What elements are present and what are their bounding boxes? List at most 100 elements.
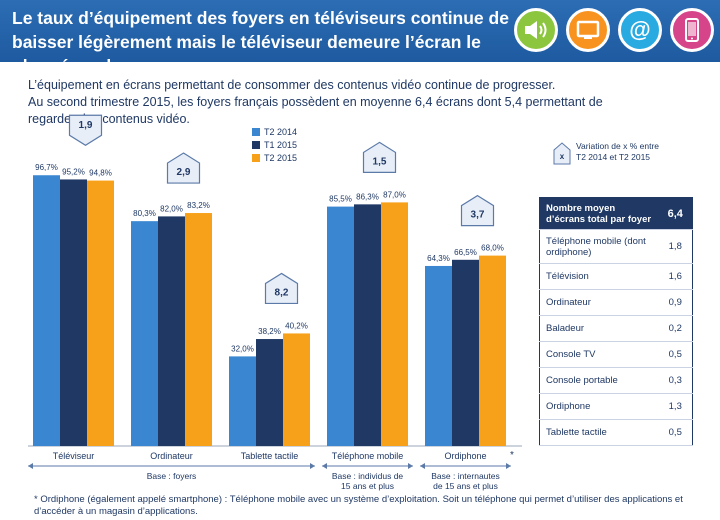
variation-arrow xyxy=(362,141,397,173)
table-row: Console portable 0,3 xyxy=(539,367,693,394)
bar-2-1 xyxy=(60,179,87,446)
intro-line-2: Au second trimestre 2015, les foyers fra… xyxy=(28,95,603,126)
table-row: Ordiphone 1,3 xyxy=(539,393,693,420)
table-row-value: 1,3 xyxy=(658,393,693,420)
table-header-value: 6,4 xyxy=(658,197,693,230)
base-bracket-arrow-left xyxy=(420,463,425,469)
table-row-label: Télévision xyxy=(539,263,659,290)
variation-legend-text: Variation de x % entre xyxy=(576,141,659,151)
bar-2-3 xyxy=(256,339,283,446)
bar-1-1 xyxy=(33,175,60,447)
intro-text: L’équipement en écrans permettant de con… xyxy=(28,77,628,128)
table-row: Télévision 1,6 xyxy=(539,263,693,290)
bar-3-4 xyxy=(381,202,408,446)
data-label: 95,2% xyxy=(62,167,85,176)
page-title: Le taux d’équipement des foyers en télév… xyxy=(12,8,509,76)
data-label: 40,2% xyxy=(285,321,308,330)
table-row-label: Tablette tactile xyxy=(539,419,659,446)
table-row-value: 0,2 xyxy=(658,315,693,342)
table-header-row: Nombre moyen d’écrans total par foyer 6,… xyxy=(539,197,693,230)
variation-value: 8,2 xyxy=(275,287,289,298)
bar-2-4 xyxy=(354,204,381,446)
table-row-label: Téléphone mobile (dont ordiphone) xyxy=(539,229,659,264)
table-row-label: Console TV xyxy=(539,341,659,368)
bar-3-1 xyxy=(87,180,114,446)
base-label: 15 ans et plus xyxy=(341,481,394,491)
bar-1-2 xyxy=(131,221,158,446)
base-label: Base : individus de xyxy=(332,471,404,481)
legend-label: T1 2015 xyxy=(264,140,297,150)
variation-legend-badge: x xyxy=(560,152,565,161)
data-label: 80,3% xyxy=(133,209,156,218)
svg-text:@: @ xyxy=(629,17,650,42)
base-bracket-arrow-left xyxy=(28,463,33,469)
table-row-value: 0,3 xyxy=(658,367,693,394)
variation-value: 2,9 xyxy=(177,167,191,178)
base-label: Base : foyers xyxy=(147,471,197,481)
bar-3-5 xyxy=(479,255,506,446)
data-label: 85,5% xyxy=(329,195,352,204)
legend-label: T2 2015 xyxy=(264,153,297,163)
data-label: 96,7% xyxy=(35,163,58,172)
variation-value: 1,5 xyxy=(373,156,387,167)
variation-value: 3,7 xyxy=(471,210,485,221)
table-row-label: Console portable xyxy=(539,367,659,394)
bar-2-2 xyxy=(158,216,185,446)
legend-swatch xyxy=(252,128,260,136)
table-row: Téléphone mobile (dont ordiphone) 1,8 xyxy=(539,229,693,264)
data-label: 38,2% xyxy=(258,327,281,336)
header-icons: @ xyxy=(514,8,714,52)
variation-arrow xyxy=(68,114,103,146)
bar-3-3 xyxy=(283,333,310,446)
base-bracket-arrow-right xyxy=(408,463,413,469)
legend-swatch xyxy=(252,154,260,162)
bar-1-3 xyxy=(229,356,256,446)
variation-value: 1,9 xyxy=(79,120,93,131)
header-banner: Le taux d’équipement des foyers en télév… xyxy=(0,0,720,76)
bar-1-5 xyxy=(425,265,452,446)
footnote: * Ordiphone (également appelé smartphone… xyxy=(34,494,683,517)
table-row: Baladeur 0,2 xyxy=(539,315,693,342)
data-label: 68,0% xyxy=(481,244,504,253)
table-row-value: 0,5 xyxy=(658,419,693,446)
screens-per-household-table: Nombre moyen d’écrans total par foyer 6,… xyxy=(539,197,693,446)
category-asterisk: * xyxy=(510,450,514,461)
table-row-value: 0,5 xyxy=(658,341,693,368)
table-row-value: 0,9 xyxy=(658,289,693,316)
data-label: 86,3% xyxy=(356,192,379,201)
intro-line-1: L’équipement en écrans permettant de con… xyxy=(28,78,556,92)
legend-swatch xyxy=(252,141,260,149)
table-row-value: 1,8 xyxy=(658,229,693,264)
table-header-label: Nombre moyen d’écrans total par foyer xyxy=(539,197,659,230)
variation-legend-text: T2 2014 et T2 2015 xyxy=(576,152,650,162)
table-row-value: 1,6 xyxy=(658,263,693,290)
at-icon: @ xyxy=(618,8,662,52)
table-row: Ordinateur 0,9 xyxy=(539,289,693,316)
bar-1-4 xyxy=(327,206,354,446)
base-label: Base : internautes xyxy=(431,471,500,481)
variation-arrow xyxy=(264,272,299,305)
table-row-label: Ordinateur xyxy=(539,289,659,316)
variation-arrow xyxy=(166,152,201,184)
data-label: 64,3% xyxy=(427,254,450,263)
category-label: Ordinateur xyxy=(150,451,193,461)
category-label: Téléphone mobile xyxy=(332,451,404,461)
data-label: 87,0% xyxy=(383,190,406,199)
base-label: de 15 ans et plus xyxy=(433,481,498,491)
category-label: Ordiphone xyxy=(444,451,486,461)
category-label: Tablette tactile xyxy=(241,451,299,461)
base-bracket-arrow-left xyxy=(322,463,327,469)
tv-icon xyxy=(566,8,610,52)
bar-3-2 xyxy=(185,213,212,446)
legend-label: T2 2014 xyxy=(264,127,297,137)
speaker-icon xyxy=(514,8,558,52)
data-label: 66,5% xyxy=(454,248,477,257)
smartphone-icon xyxy=(670,8,714,52)
variation-arrow xyxy=(460,194,495,227)
data-label: 94,8% xyxy=(89,169,112,178)
data-label: 32,0% xyxy=(231,344,254,353)
data-label: 82,0% xyxy=(160,204,183,213)
bar-2-5 xyxy=(452,259,479,446)
category-label: Téléviseur xyxy=(53,451,95,461)
